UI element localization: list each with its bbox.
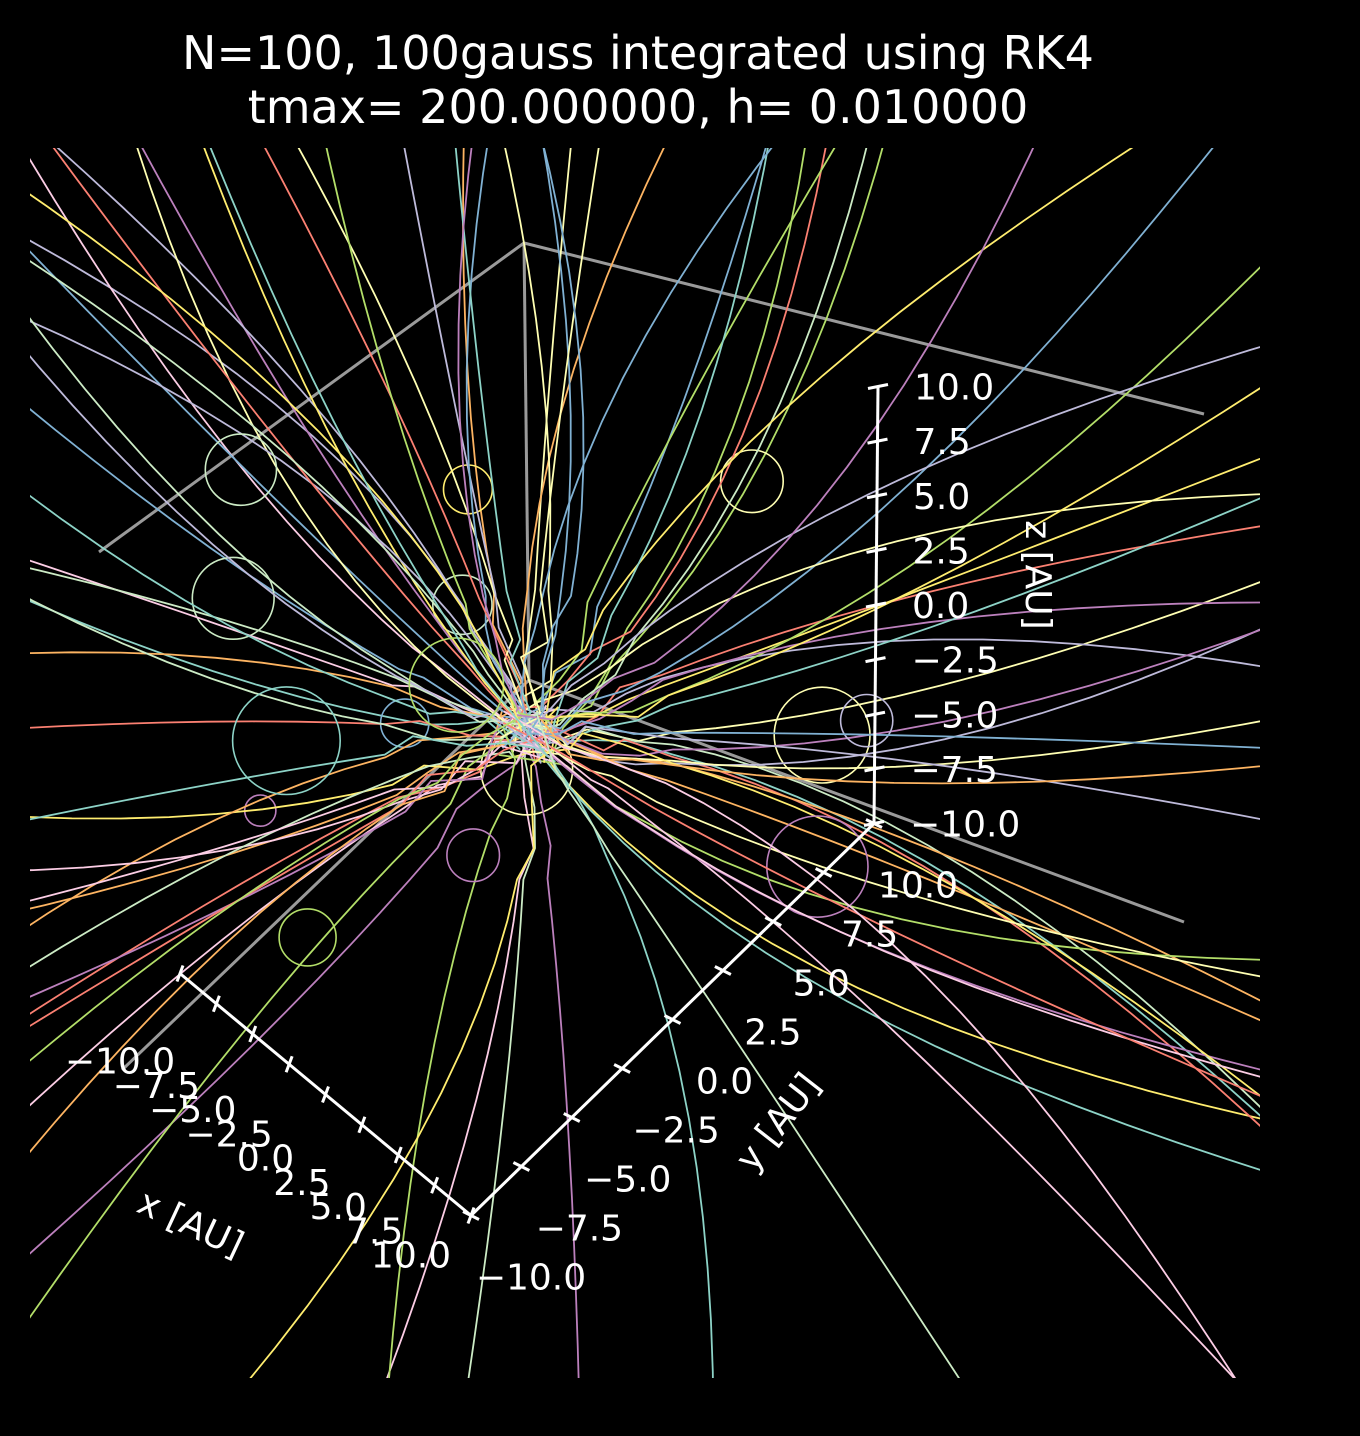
axis-tick bbox=[866, 658, 886, 662]
z-tick-label: −10.0 bbox=[910, 805, 1020, 846]
pane-edges bbox=[99, 243, 1204, 1070]
y-tick-label: −5.0 bbox=[584, 1160, 671, 1201]
axis-tick bbox=[564, 1114, 580, 1122]
axis-tick bbox=[715, 967, 731, 975]
z-tick-label: 2.5 bbox=[913, 531, 970, 572]
trajectory-line bbox=[304, 725, 535, 1436]
z-tick-label: 10.0 bbox=[914, 368, 994, 409]
z-tick-label: −2.5 bbox=[912, 641, 999, 682]
x-axis-label: x [AU] bbox=[131, 1182, 250, 1266]
axis-tick bbox=[868, 385, 888, 389]
z-tick-label: −7.5 bbox=[911, 750, 998, 791]
trajectory-line bbox=[360, 0, 531, 737]
trajectory-line bbox=[0, 752, 514, 1436]
axis-tick bbox=[614, 1065, 630, 1073]
trajectory-line bbox=[0, 51, 520, 749]
axis-tick bbox=[513, 1163, 529, 1171]
trajectory-line bbox=[0, 747, 554, 1436]
trajectory-line bbox=[0, 0, 541, 752]
trajectory-line bbox=[0, 742, 530, 1436]
trajectory-line bbox=[0, 0, 515, 718]
pane-edge bbox=[524, 243, 1204, 414]
pane-edge bbox=[122, 680, 529, 1070]
trajectory-line bbox=[0, 0, 541, 749]
trajectory-loop bbox=[447, 829, 500, 882]
axis-tick bbox=[868, 439, 888, 443]
trajectory-loop bbox=[767, 816, 868, 917]
z-tick-label: 5.0 bbox=[913, 477, 970, 518]
axis-tick bbox=[765, 918, 781, 926]
trajectory-loop bbox=[205, 434, 276, 505]
axes: −10.0 −7.5 −5.0 −2.5 0.0 2.5 5.0 7.5 10.0 x [AU] −… bbox=[65, 368, 1058, 1299]
trajectory-line bbox=[0, 732, 558, 1436]
trajectory-line bbox=[514, 718, 598, 1436]
trajectory-line bbox=[544, 291, 1360, 755]
trajectory-line bbox=[0, 0, 520, 716]
trajectory-line bbox=[0, 705, 546, 871]
trajectory-line bbox=[507, 0, 970, 709]
trajectory-line bbox=[0, 0, 521, 744]
trajectory-line bbox=[552, 758, 714, 1436]
y-tick-label: 0.0 bbox=[696, 1062, 753, 1103]
y-tick-label: −10.0 bbox=[476, 1258, 586, 1299]
x-tick-label: 10.0 bbox=[371, 1236, 451, 1277]
y-tick-label: 5.0 bbox=[793, 964, 850, 1005]
axis-tick bbox=[864, 822, 884, 826]
y-tick-label: 10.0 bbox=[878, 866, 958, 907]
axis-tick bbox=[865, 712, 885, 716]
z-tick-label: 0.0 bbox=[912, 586, 969, 627]
z-tick-label: 7.5 bbox=[914, 422, 971, 463]
y-tick-label: 7.5 bbox=[841, 915, 898, 956]
y-tick-label: −2.5 bbox=[632, 1111, 719, 1152]
trajectory-line bbox=[0, 0, 517, 725]
z-axis-label: z [AU] bbox=[1017, 520, 1058, 629]
trajectory-line bbox=[0, 0, 551, 719]
y-tick-label: −7.5 bbox=[536, 1209, 623, 1250]
z-tick-label: −5.0 bbox=[911, 695, 998, 736]
trajectory-line bbox=[525, 717, 1360, 1293]
trajectory-line bbox=[535, 747, 1360, 1436]
trajectory-line bbox=[540, 0, 1082, 729]
y-tick-label: 2.5 bbox=[744, 1013, 801, 1054]
trajectory-line bbox=[0, 719, 529, 831]
